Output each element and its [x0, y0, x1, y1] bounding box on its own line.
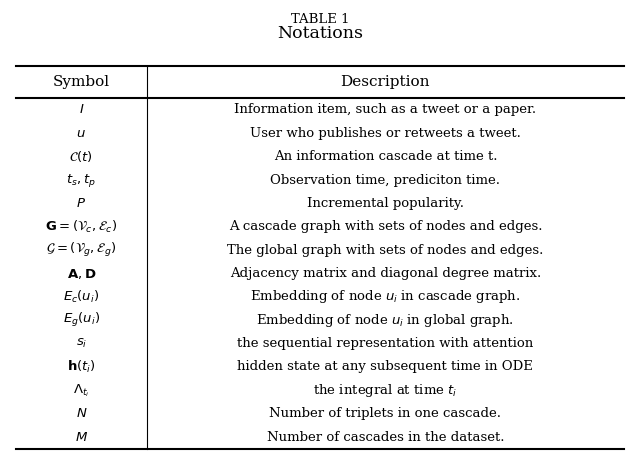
Text: A cascade graph with sets of nodes and edges.: A cascade graph with sets of nodes and e…	[228, 220, 542, 233]
Text: $P$: $P$	[76, 197, 86, 210]
Text: An information cascade at time t.: An information cascade at time t.	[274, 150, 497, 163]
Text: Number of triplets in one cascade.: Number of triplets in one cascade.	[269, 407, 501, 420]
Text: Incremental popularity.: Incremental popularity.	[307, 197, 464, 210]
Text: The global graph with sets of nodes and edges.: The global graph with sets of nodes and …	[227, 244, 543, 257]
Text: $s_i$: $s_i$	[76, 337, 87, 350]
Text: Number of cascades in the dataset.: Number of cascades in the dataset.	[267, 430, 504, 444]
Text: $I$: $I$	[79, 103, 84, 117]
Text: Embedding of node $u_i$ in cascade graph.: Embedding of node $u_i$ in cascade graph…	[250, 288, 520, 305]
Text: the sequential representation with attention: the sequential representation with atten…	[237, 337, 534, 350]
Text: TABLE 1: TABLE 1	[291, 13, 349, 26]
Text: Symbol: Symbol	[52, 75, 110, 89]
Text: $M$: $M$	[75, 430, 88, 444]
Text: $\mathcal{G} = (\mathcal{V}_g, \mathcal{E}_g)$: $\mathcal{G} = (\mathcal{V}_g, \mathcal{…	[46, 241, 116, 259]
Text: hidden state at any subsequent time in ODE: hidden state at any subsequent time in O…	[237, 361, 533, 373]
Text: the integral at time $t_i$: the integral at time $t_i$	[313, 382, 458, 399]
Text: Embedding of node $u_i$ in global graph.: Embedding of node $u_i$ in global graph.	[257, 312, 515, 329]
Text: Information item, such as a tweet or a paper.: Information item, such as a tweet or a p…	[234, 103, 536, 117]
Text: $\mathcal{C}(t)$: $\mathcal{C}(t)$	[69, 149, 93, 164]
Text: $\Lambda_{t_i}$: $\Lambda_{t_i}$	[73, 382, 90, 399]
Text: Adjacency matrix and diagonal degree matrix.: Adjacency matrix and diagonal degree mat…	[230, 267, 541, 280]
Text: $\mathbf{G} = (\mathcal{V}_c, \mathcal{E}_c)$: $\mathbf{G} = (\mathcal{V}_c, \mathcal{E…	[45, 219, 117, 235]
Text: $\mathbf{h}(t_i)$: $\mathbf{h}(t_i)$	[67, 359, 96, 375]
Text: $u$: $u$	[76, 127, 86, 140]
Text: Observation time, prediciton time.: Observation time, prediciton time.	[270, 174, 500, 186]
Text: $E_g(u_i)$: $E_g(u_i)$	[63, 311, 100, 329]
Text: Notations: Notations	[277, 25, 363, 42]
Text: $t_s, t_p$: $t_s, t_p$	[67, 171, 96, 189]
Text: Description: Description	[340, 75, 430, 89]
Text: User who publishes or retweets a tweet.: User who publishes or retweets a tweet.	[250, 127, 521, 140]
Text: $\mathbf{A}, \mathbf{D}$: $\mathbf{A}, \mathbf{D}$	[67, 266, 96, 281]
Text: $E_c(u_i)$: $E_c(u_i)$	[63, 289, 99, 305]
Text: $N$: $N$	[76, 407, 87, 420]
